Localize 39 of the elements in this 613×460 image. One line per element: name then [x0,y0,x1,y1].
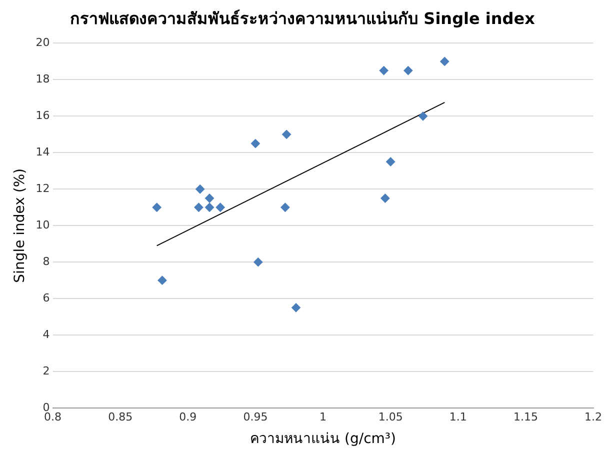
y-tick-label: 8 [42,254,50,268]
point [440,56,450,66]
point [380,194,390,203]
y-axis-title: Single index (%) [12,168,28,283]
y-tick-label: 12 [36,182,50,195]
x-axis-title: ความหนาแน่น (g/cm³) [250,431,396,448]
point [254,258,263,267]
y-tick-label: 20 [36,36,50,50]
point [196,184,205,194]
point [280,202,290,212]
point [152,202,162,212]
x-tick-label: 1 [320,410,327,424]
chart-title: กราฟแสดงความสัมพันธ์ระหว่างความหนาแน่นกับ Single index [70,8,536,28]
x-tick-label: 1.2 [584,410,602,424]
x-tick-label: 1.15 [513,410,538,424]
point [418,112,428,121]
y-tick-label: 14 [36,146,50,158]
point [282,130,292,139]
point [158,276,167,285]
x-tick-label: 0.95 [243,410,268,424]
y-tick-label: 18 [36,72,50,86]
point [194,202,204,212]
x-tick-label: 0.85 [108,410,133,424]
x-tick-label: 0.9 [179,410,197,424]
point [379,66,388,76]
y-tick-label: 10 [36,218,50,232]
point [216,202,225,212]
point [292,303,301,312]
point [386,157,396,166]
x-tick-label: 1.05 [378,410,403,424]
y-tick-label: 16 [36,109,50,122]
y-tick-label: 2 [42,364,50,378]
y-tick-label: 4 [42,328,50,341]
x-tick-label: 1.1 [449,410,467,424]
point [250,139,260,148]
point [205,194,214,203]
y-tick-label: 6 [42,291,50,304]
point [404,66,413,76]
point [205,202,214,212]
